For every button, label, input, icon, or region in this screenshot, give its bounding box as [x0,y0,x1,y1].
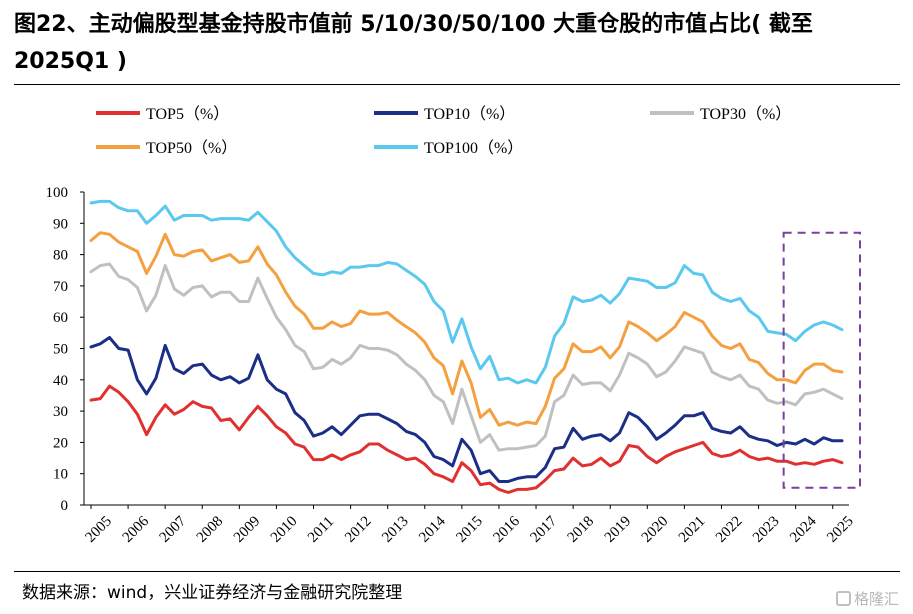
legend-label-top100: TOP100（%） [424,139,523,157]
watermark-text: 格隆汇 [854,590,900,608]
y-tick-label: 30 [53,404,68,420]
source-divider [14,571,900,572]
chart-legend: TOP5（%） TOP10（%） TOP30（%） TOP50（%） TOP100（%） [96,105,791,157]
x-tick-label: 2024 [787,513,820,546]
highlight-rect [782,231,861,489]
legend-label-top5: TOP5（%） [146,105,229,123]
x-tick-label: 2006 [120,513,153,546]
y-tick-label: 70 [53,279,68,295]
series-line-top30 [89,262,844,452]
x-tick-label: 2008 [194,513,227,546]
page-title: 图22、主动偏股型基金持股市值前 5/10/30/50/100 大重仓股的市值占… [14,12,813,74]
legend-label-top50: TOP50（%） [146,139,237,157]
y-tick-label: 50 [53,342,68,358]
legend-label-top10: TOP10（%） [424,105,515,123]
x-tick-label: 2014 [416,513,449,546]
watermark-logo-icon [836,591,851,606]
y-tick-label: 80 [53,248,68,264]
x-tick-label: 2023 [750,513,783,546]
x-tick-label: 2012 [342,513,375,546]
x-tick-label: 2017 [528,513,561,546]
x-tick-label: 2013 [379,513,412,546]
series-line-top100 [89,199,844,385]
series-line-top10 [89,336,844,483]
x-tick-label: 2005 [83,513,116,546]
y-tick-label: 0 [61,498,69,514]
x-tick-label: 2010 [268,513,301,546]
data-source-note: 数据来源：wind，兴业证券经济与金融研究院整理 [22,583,403,603]
series-line-top5 [89,384,844,494]
x-tick-label: 2018 [565,513,598,546]
title-divider [14,84,900,85]
x-tick-label: 2021 [676,513,709,546]
x-tick-label: 2009 [231,513,264,546]
x-tick-label: 2025 [824,513,857,546]
x-tick-label: 2007 [157,513,190,546]
x-tick-label: 2016 [490,513,523,546]
y-tick-label: 10 [53,467,68,483]
legend-label-top30: TOP30（%） [700,105,791,123]
x-tick-label: 2019 [602,513,635,546]
x-tick-label: 2022 [713,513,746,546]
highlight-box [782,231,861,489]
x-tick-label: 2020 [639,513,672,546]
y-tick-label: 90 [53,216,68,232]
x-tick-label: 2011 [305,514,337,546]
watermark: 格隆汇 [836,588,899,609]
y-tick-label: 20 [53,435,68,451]
x-tick-label: 2015 [453,513,486,546]
y-tick-label: 60 [53,310,68,326]
chart-series [89,199,844,494]
line-chart: TOP5（%） TOP10（%） TOP30（%） TOP50（%） TOP100（%）… [46,105,861,546]
y-tick-label: 40 [53,373,68,389]
y-tick-label: 100 [46,185,69,201]
series-line-top50 [89,231,844,427]
